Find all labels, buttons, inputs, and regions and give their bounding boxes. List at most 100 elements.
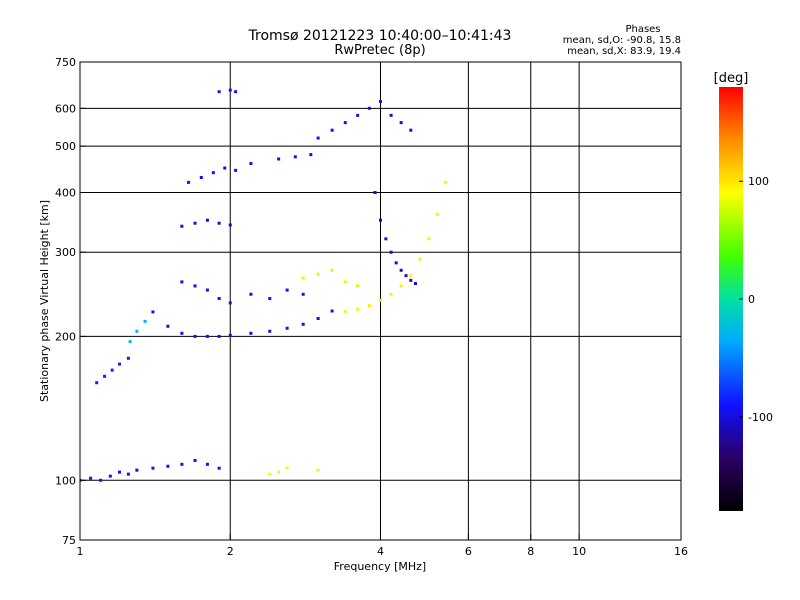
- y-tick-label: 300: [55, 246, 76, 259]
- data-point: [343, 121, 347, 125]
- data-point: [249, 331, 253, 335]
- data-point: [399, 121, 403, 125]
- data-point: [343, 310, 347, 314]
- data-point: [316, 272, 320, 276]
- data-point: [268, 472, 272, 476]
- data-point: [293, 155, 297, 159]
- data-point: [301, 292, 305, 296]
- data-point: [399, 268, 403, 272]
- data-point: [126, 356, 130, 360]
- colorbar-ticks: 100 0 -100: [739, 175, 773, 424]
- data-point: [217, 90, 221, 94]
- grid-lines: [80, 62, 681, 540]
- colorbar-label: [deg]: [714, 71, 749, 86]
- data-point: [205, 218, 209, 222]
- data-point: [217, 297, 221, 301]
- data-point: [301, 276, 305, 280]
- data-point: [409, 128, 413, 132]
- data-point: [126, 472, 130, 476]
- data-point: [343, 280, 347, 284]
- data-point: [330, 128, 334, 132]
- y-axis-ticks: 75 100 200 300 400 500 600 750: [55, 56, 86, 547]
- x-tick-label: 6: [465, 545, 472, 558]
- data-point: [143, 319, 147, 323]
- data-point: [316, 468, 320, 472]
- data-point: [268, 329, 272, 333]
- x-tick-label: 4: [377, 545, 384, 558]
- x-tick-label: 16: [674, 545, 688, 558]
- data-point: [193, 458, 197, 462]
- data-point: [356, 113, 360, 117]
- data-point: [367, 106, 371, 110]
- data-point: [205, 334, 209, 338]
- data-point: [180, 224, 184, 228]
- data-point: [409, 274, 413, 278]
- data-point: [228, 301, 232, 305]
- data-point: [135, 329, 139, 333]
- x-tick-label: 10: [572, 545, 586, 558]
- data-point: [103, 374, 107, 378]
- y-tick-label: 100: [55, 474, 76, 487]
- data-point: [234, 90, 238, 94]
- data-point: [399, 284, 403, 288]
- chart-subtitle: RwPretec (8p): [334, 43, 425, 58]
- x-tick-label: 2: [227, 545, 234, 558]
- data-point: [285, 466, 289, 470]
- data-point: [108, 474, 112, 478]
- data-point: [373, 190, 377, 194]
- data-point: [118, 470, 122, 474]
- x-axis-label: Frequency [MHz]: [334, 560, 426, 573]
- data-point: [427, 237, 431, 241]
- data-point: [205, 288, 209, 292]
- data-point: [301, 322, 305, 326]
- data-point: [193, 334, 197, 338]
- y-tick-label: 75: [62, 534, 76, 547]
- data-point: [444, 180, 448, 184]
- data-point: [330, 309, 334, 313]
- data-point: [110, 368, 114, 372]
- data-point: [418, 257, 422, 261]
- data-point: [217, 221, 221, 225]
- data-point: [228, 88, 232, 92]
- data-point: [356, 307, 360, 311]
- data-point: [249, 161, 253, 165]
- y-tick-label: 400: [55, 186, 76, 199]
- x-tick-label: 1: [77, 545, 84, 558]
- data-point: [89, 476, 93, 480]
- stats-o-mode: mean, sd,O: -90.8, 15.8: [563, 35, 681, 46]
- data-point: [187, 180, 191, 184]
- data-point: [217, 466, 221, 470]
- data-point: [285, 288, 289, 292]
- data-points: [80, 88, 448, 482]
- y-tick-label: 600: [55, 102, 76, 115]
- data-point: [413, 282, 417, 286]
- data-point: [249, 292, 253, 296]
- data-point: [228, 223, 232, 227]
- data-point: [151, 466, 155, 470]
- data-point: [166, 464, 170, 468]
- data-point: [180, 462, 184, 466]
- data-point: [389, 292, 393, 296]
- data-point: [193, 221, 197, 225]
- data-point: [166, 324, 170, 328]
- data-point: [409, 278, 413, 282]
- y-tick-label: 500: [55, 140, 76, 153]
- y-axis-label: Stationary phase Virtual Height [km]: [38, 200, 51, 402]
- data-point: [128, 340, 132, 344]
- data-point: [277, 470, 281, 474]
- y-tick-label: 200: [55, 330, 76, 343]
- data-point: [309, 153, 313, 157]
- data-point: [217, 334, 221, 338]
- y-tick-label: 750: [55, 56, 76, 69]
- data-point: [404, 274, 408, 278]
- data-point: [367, 304, 371, 308]
- data-point: [435, 212, 439, 216]
- data-point: [228, 333, 232, 337]
- stats-header: Phases: [625, 24, 660, 35]
- data-point: [180, 280, 184, 284]
- data-point: [205, 462, 209, 466]
- data-point: [316, 316, 320, 320]
- data-point: [151, 310, 155, 314]
- data-point: [118, 362, 122, 366]
- data-point: [330, 268, 334, 272]
